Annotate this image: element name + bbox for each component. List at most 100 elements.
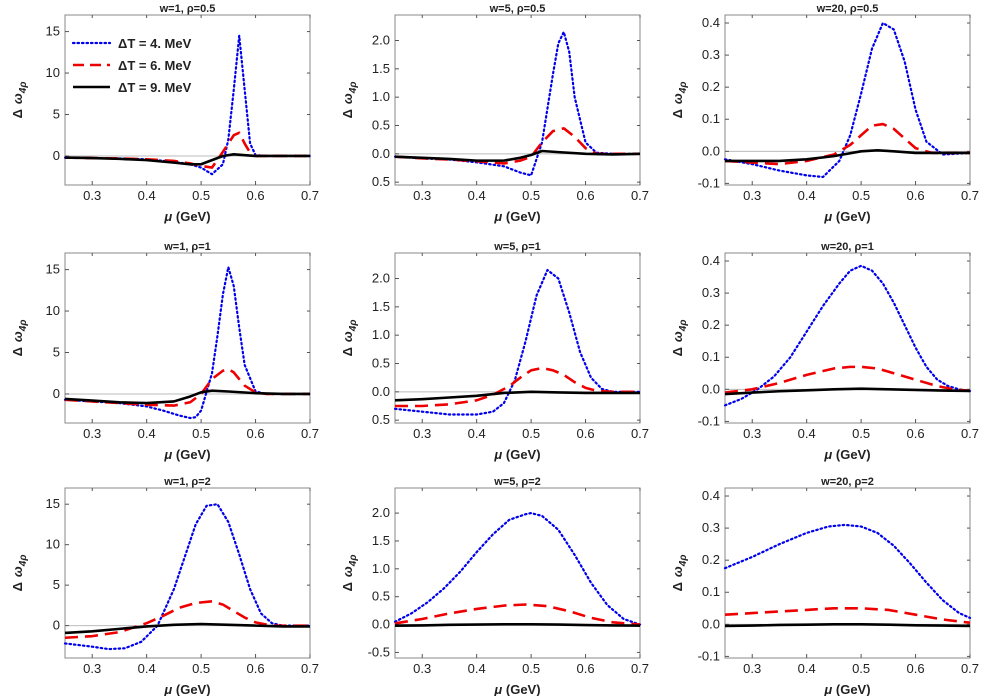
x-axis-unit: (GeV): [832, 682, 870, 696]
y-tick-label: 0.3: [702, 47, 720, 62]
panel-title: w=5, ρ=0.5: [489, 3, 546, 15]
x-axis-symbol: μ: [163, 682, 172, 696]
legend: ΔT = 4. MeV ΔT = 6. MeV ΔT = 9. MeV: [71, 36, 192, 95]
y-tick-label: 2.0: [372, 271, 390, 286]
y-axis-subscript: 4ρ: [348, 82, 359, 95]
y-axis-main: Δ: [10, 582, 25, 591]
x-tick-label: 0.7: [961, 661, 979, 676]
series-line-dt4: [63, 503, 312, 651]
x-tick-label: 0.3: [743, 188, 761, 203]
x-axis-symbol: μ: [823, 447, 832, 462]
x-axis-label: μ (GeV): [493, 447, 540, 462]
chart-panel: w=5, ρ=2 0.3 0.4 0.5 0.6 0.7 -0.5 0.0 0.5 1.0 1.5 2…: [340, 476, 649, 696]
x-tick-label: 0.7: [631, 426, 649, 441]
y-tick-label: 2.0: [372, 505, 390, 520]
y-tick-label: 2.0: [372, 33, 390, 48]
x-tick-label: 0.3: [83, 188, 101, 203]
series-line-dt9: [64, 389, 310, 405]
y-axis-label: Δω4ρ: [340, 555, 359, 592]
x-tick-label: 0.4: [798, 188, 816, 203]
y-tick-label: 10: [46, 303, 60, 318]
y-axis-main: Δ: [340, 347, 355, 356]
series-line-dt4: [723, 21, 972, 179]
plot-frame: [724, 252, 971, 424]
y-tick-label: 0.5: [372, 412, 390, 427]
y-axis-subscript: 4ρ: [678, 555, 689, 568]
y-axis-omega: ω: [670, 93, 685, 104]
x-tick-label: 0.4: [798, 426, 816, 441]
y-axis-omega: ω: [10, 93, 25, 104]
x-tick-label: 0.4: [468, 426, 486, 441]
x-tick-label: 0.6: [907, 661, 925, 676]
y-axis-label: Δω4ρ: [10, 320, 29, 357]
x-tick-label: 0.5: [522, 661, 540, 676]
x-axis-unit: (GeV): [172, 447, 210, 462]
x-axis-label: μ (GeV): [493, 209, 540, 224]
y-tick-label: 0: [53, 618, 60, 633]
y-tick-label: 0.1: [702, 349, 720, 364]
y-axis-label: Δω4ρ: [340, 320, 359, 357]
x-tick-label: 0.7: [301, 426, 319, 441]
plot-frame: [394, 487, 641, 659]
x-tick-label: 0.5: [192, 188, 210, 203]
panel-title: w=20, ρ=1: [820, 241, 874, 253]
y-tick-label: 15: [46, 496, 60, 511]
panel-title: w=20, ρ=0.5: [816, 3, 879, 15]
x-tick-label: 0.6: [247, 188, 265, 203]
x-axis-label: μ (GeV): [493, 682, 540, 696]
x-axis-symbol: μ: [823, 682, 832, 696]
x-axis-unit: (GeV): [832, 209, 870, 224]
y-tick-label: 0.4: [702, 488, 720, 503]
x-axis-symbol: μ: [163, 447, 172, 462]
x-tick-label: 0.4: [798, 661, 816, 676]
y-axis-subscript: 4ρ: [678, 82, 689, 95]
plot-frame: [724, 487, 971, 659]
x-tick-label: 0.5: [192, 426, 210, 441]
x-axis-unit: (GeV): [502, 447, 540, 462]
x-axis-label: μ (GeV): [163, 209, 210, 224]
panel-title: w=5, ρ=2: [493, 476, 541, 488]
x-tick-label: 0.3: [743, 426, 761, 441]
x-axis-symbol: μ: [493, 447, 502, 462]
chart-panel: w=1, ρ=2 0.3 0.4 0.5 0.6 0.7 0 5 10 15 μ (GeV) Δω4ρ: [10, 476, 319, 696]
y-tick-label: 10: [46, 537, 60, 552]
x-tick-label: 0.3: [413, 188, 431, 203]
x-axis-label: μ (GeV): [823, 209, 870, 224]
y-tick-label: 0.2: [702, 79, 720, 94]
series-line-dt6: [395, 366, 640, 408]
x-axis-unit: (GeV): [502, 682, 540, 696]
y-axis-omega: ω: [340, 93, 355, 104]
y-axis-omega: ω: [670, 566, 685, 577]
panel-title: w=5, ρ=1: [493, 241, 541, 253]
chart-panel: w=20, ρ=1 0.3 0.4 0.5 0.6 0.7 -0.1 0.0 0.1 0.2 0.3…: [670, 241, 979, 462]
plot-frame: [394, 14, 641, 186]
x-tick-label: 0.7: [961, 188, 979, 203]
y-tick-label: 0.0: [372, 617, 390, 632]
series-line-dt6: [64, 131, 310, 169]
plot-frame: [64, 252, 311, 424]
y-tick-label: 0.3: [702, 520, 720, 535]
y-tick-label: 0: [53, 148, 60, 163]
panel-title: w=1, ρ=0.5: [159, 3, 216, 15]
y-tick-label: 5: [53, 107, 60, 122]
series-line-dt4: [63, 34, 312, 176]
y-tick-label: 1.5: [372, 533, 390, 548]
x-tick-label: 0.7: [631, 188, 649, 203]
y-axis-subscript: 4ρ: [18, 555, 29, 568]
x-tick-label: 0.3: [743, 661, 761, 676]
x-tick-label: 0.7: [631, 661, 649, 676]
x-tick-label: 0.6: [577, 661, 595, 676]
legend-label: ΔT = 4. MeV: [118, 36, 192, 51]
y-tick-label: -0.1: [698, 413, 720, 428]
y-tick-label: 0.0: [702, 616, 720, 631]
series-line-dt9: [724, 387, 971, 396]
x-axis-unit: (GeV): [502, 209, 540, 224]
x-tick-label: 0.5: [852, 661, 870, 676]
x-tick-label: 0.6: [907, 426, 925, 441]
y-axis-label: Δω4ρ: [670, 320, 689, 357]
chart-panel: w=5, ρ=1 0.3 0.4 0.5 0.6 0.7 0.5 0.0 0.5 1.0 1.5 2.…: [340, 241, 649, 462]
series-line-dt4: [63, 266, 312, 420]
x-axis-label: μ (GeV): [163, 682, 210, 696]
plot-frame: [394, 252, 641, 424]
series-line-dt9: [725, 149, 970, 163]
